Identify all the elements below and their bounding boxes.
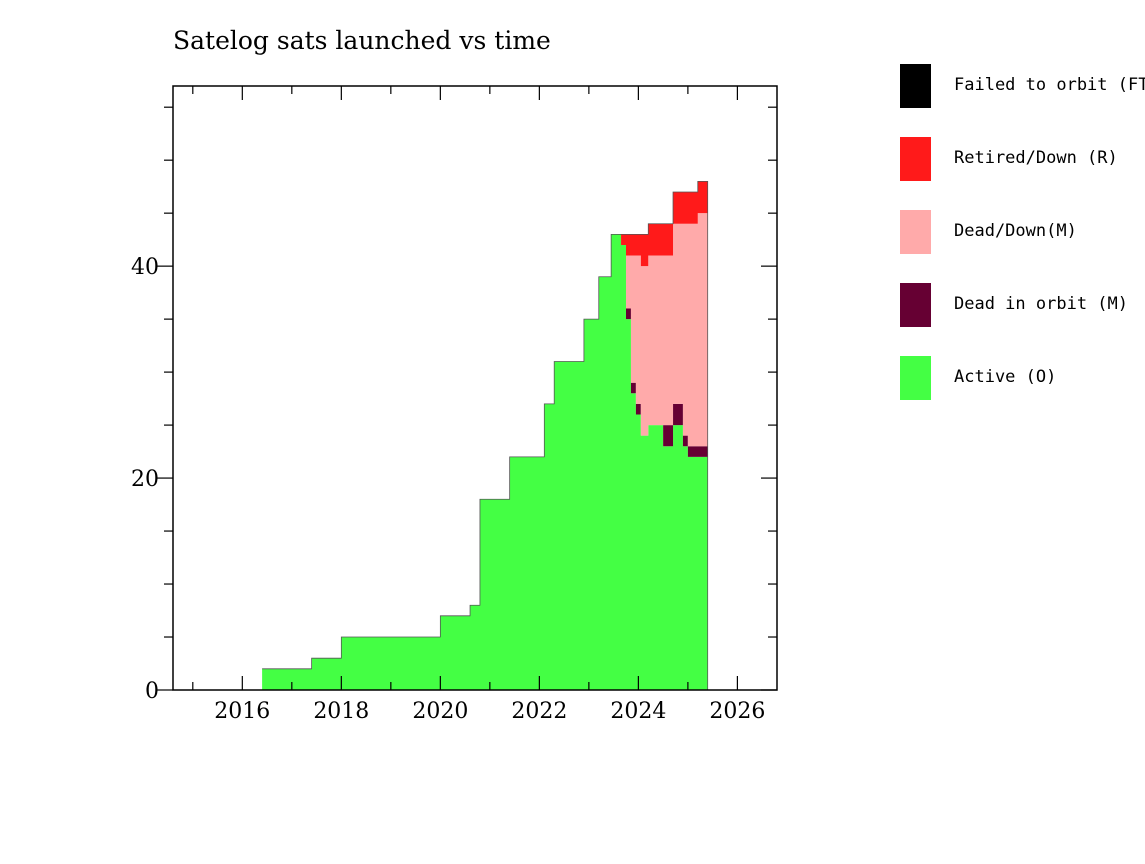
legend-item: Active (O) [900, 356, 1145, 429]
y-tick-label: 0 [145, 679, 159, 704]
stack-outline [262, 180, 709, 690]
legend-label: Active (O) [954, 367, 1057, 387]
legend-label: Failed to orbit (FTO) [954, 75, 1145, 95]
legend-swatch [900, 283, 931, 327]
legend-item: Failed to orbit (FTO) [900, 64, 1145, 137]
x-tick-label: 2022 [511, 699, 567, 724]
x-tick-label: 2020 [412, 699, 468, 724]
tick-labels: 2016 2018 2020 2022 2024 2026 0 20 40 [131, 255, 765, 724]
legend-item: Retired/Down (R) [900, 137, 1145, 210]
series-areas [262, 180, 709, 690]
series-area-dead-down-m [262, 213, 708, 669]
axes [172, 85, 778, 691]
legend-label: Dead/Down(M) [954, 221, 1077, 241]
legend: Failed to orbit (FTO) Retired/Down (R) D… [900, 64, 1145, 429]
legend-swatch [900, 356, 931, 400]
legend-label: Dead in orbit (M) [954, 294, 1128, 314]
legend-label: Retired/Down (R) [954, 148, 1118, 168]
x-tick-label: 2016 [214, 699, 270, 724]
legend-item: Dead/Down(M) [900, 210, 1145, 283]
x-tick-label: 2024 [610, 699, 666, 724]
plot-frame [172, 85, 778, 691]
series-area-retired-down-r [262, 181, 708, 669]
legend-swatch [900, 210, 931, 254]
legend-item: Dead in orbit (M) [900, 283, 1145, 356]
x-tick-label: 2018 [313, 699, 369, 724]
y-tick-label: 40 [131, 255, 159, 280]
chart-title: Satelog sats launched vs time [173, 26, 551, 55]
ticks [157, 86, 777, 691]
x-tick-label: 2026 [709, 699, 765, 724]
y-tick-label: 20 [131, 467, 159, 492]
legend-swatch [900, 64, 931, 108]
legend-swatch [900, 137, 931, 181]
series-area-active-o [262, 234, 708, 690]
